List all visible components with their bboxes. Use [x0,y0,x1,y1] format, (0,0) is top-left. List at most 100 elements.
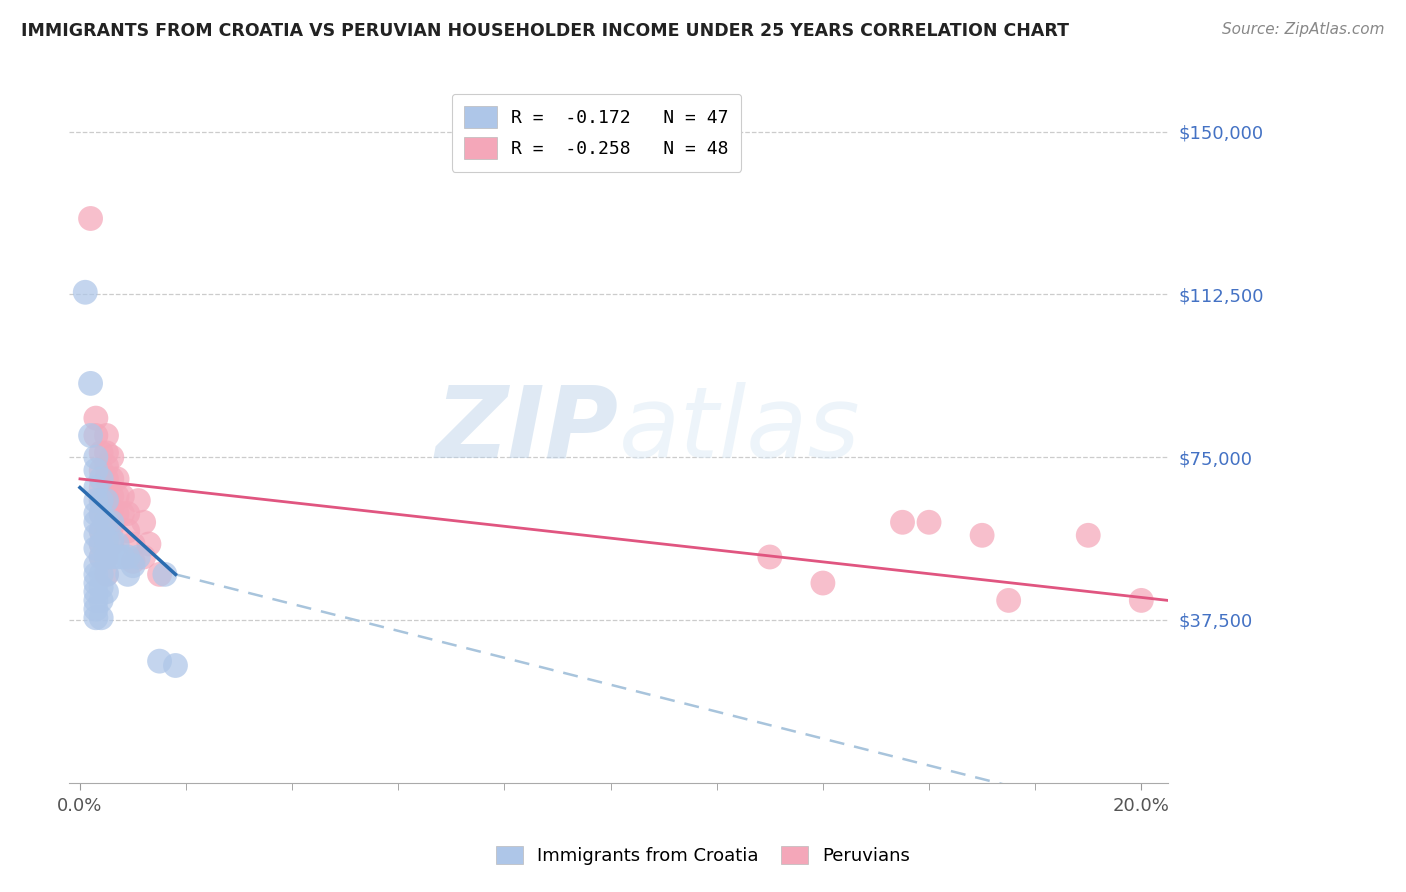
Text: atlas: atlas [619,382,860,478]
Point [90,493,112,508]
Point [84,558,107,573]
Point [132,516,155,530]
Point [101,519,124,533]
Point [96,567,118,582]
Point [148,567,170,582]
Point [122,558,145,573]
Point [84,576,107,591]
Point [96,472,118,486]
Point [997,593,1019,607]
Point [1077,528,1099,542]
Point [79,376,101,391]
Point [90,580,112,594]
Point [96,524,118,538]
Point [122,554,145,568]
Point [891,516,914,530]
Point [90,549,112,564]
Text: ZIP: ZIP [436,382,619,478]
Point [84,481,107,495]
Point [90,463,112,477]
Point [117,507,139,521]
Point [105,507,128,521]
Point [84,567,107,582]
Point [972,528,994,542]
Point [96,493,118,508]
Point [96,446,118,460]
Point [79,211,101,226]
Point [84,593,107,607]
Point [84,584,107,599]
Point [111,549,134,564]
Point [90,567,112,582]
Point [84,463,107,477]
Point [127,549,149,564]
Point [75,285,97,300]
Point [90,507,112,521]
Legend: Immigrants from Croatia, Peruvians: Immigrants from Croatia, Peruvians [489,838,917,872]
Point [96,533,118,547]
Point [84,611,107,625]
Point [90,472,112,486]
Point [90,537,112,551]
Point [84,411,107,425]
Point [90,549,112,564]
Point [148,654,170,668]
Point [122,537,145,551]
Point [96,516,118,530]
Point [138,537,160,551]
Point [84,507,107,521]
Point [84,493,107,508]
Point [111,507,134,521]
Text: Source: ZipAtlas.com: Source: ZipAtlas.com [1222,22,1385,37]
Point [96,584,118,599]
Point [90,611,112,625]
Point [101,516,124,530]
Point [111,489,134,503]
Point [90,507,112,521]
Point [101,537,124,551]
Point [96,489,118,503]
Point [105,537,128,551]
Point [96,567,118,582]
Point [101,533,124,547]
Point [101,472,124,486]
Point [96,549,118,564]
Point [84,528,107,542]
Point [127,493,149,508]
Point [105,489,128,503]
Point [101,549,124,564]
Point [918,516,941,530]
Point [153,567,176,582]
Point [84,541,107,556]
Point [101,450,124,465]
Text: IMMIGRANTS FROM CROATIA VS PERUVIAN HOUSEHOLDER INCOME UNDER 25 YEARS CORRELATIO: IMMIGRANTS FROM CROATIA VS PERUVIAN HOUS… [21,22,1069,40]
Point [96,507,118,521]
Point [96,549,118,564]
Point [117,549,139,564]
Point [84,428,107,442]
Point [96,428,118,442]
Point [105,472,128,486]
Point [84,450,107,465]
Point [117,567,139,582]
Point [90,593,112,607]
Point [165,658,187,673]
Point [105,549,128,564]
Point [90,537,112,551]
Point [79,428,101,442]
Point [90,446,112,460]
Point [811,576,834,591]
Point [90,524,112,538]
Point [90,524,112,538]
Point [96,537,118,551]
Point [1130,593,1153,607]
Point [90,493,112,508]
Point [101,489,124,503]
Point [117,524,139,538]
Point [90,481,112,495]
Point [96,458,118,473]
Point [101,502,124,516]
Point [759,549,782,564]
Point [132,549,155,564]
Point [84,516,107,530]
